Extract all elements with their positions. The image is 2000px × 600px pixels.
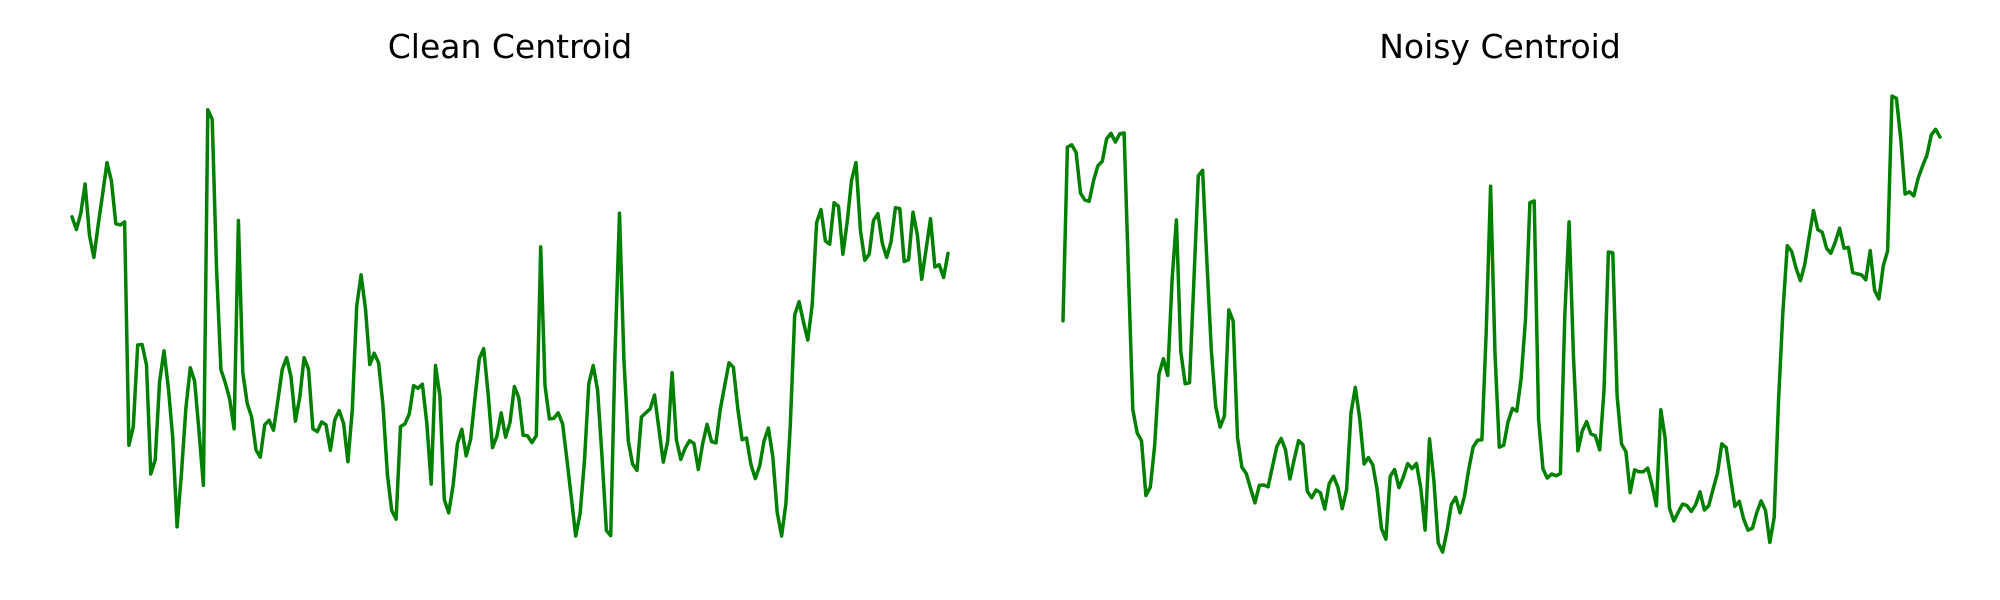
chart-title-noisy: Noisy Centroid [1379, 27, 1621, 66]
series-line-noisy-0 [1061, 94, 1942, 554]
chart-panel-clean: Clean Centroid [70, 27, 950, 538]
series-line-clean-0 [70, 107, 950, 538]
chart-title-clean: Clean Centroid [388, 27, 633, 66]
chart-panel-noisy: Noisy Centroid [1061, 27, 1942, 554]
